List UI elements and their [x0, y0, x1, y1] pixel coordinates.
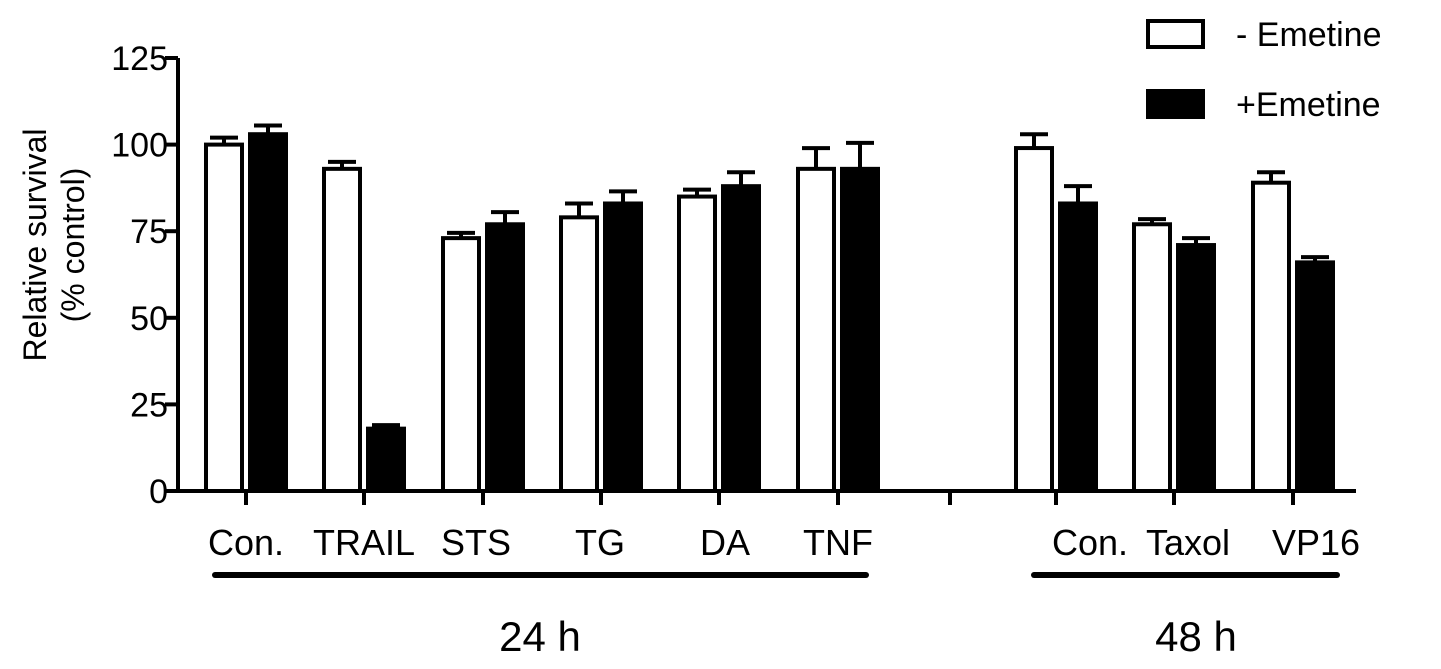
bar-plus-emetine: [840, 166, 880, 494]
y-tick-label: 75: [130, 213, 168, 251]
legend-label: +Emetine: [1236, 86, 1381, 124]
y-axis-label-line2: (% control): [55, 168, 91, 323]
y-tick-label: 100: [111, 127, 168, 165]
bar-minus-emetine: [204, 142, 244, 493]
y-axis-label-line1: Relative survival: [17, 129, 53, 362]
category-label: STS: [441, 522, 511, 563]
bar-plus-emetine: [1058, 201, 1098, 493]
legend-swatch-plus-emetine: [1146, 89, 1205, 119]
category-label: TRAIL: [313, 522, 415, 563]
category-label: TG: [575, 522, 625, 563]
legend-label: - Emetine: [1236, 16, 1382, 54]
bar-plus-emetine: [485, 222, 525, 493]
bar-minus-emetine: [559, 215, 599, 493]
legend: - Emetine +Emetine: [1146, 16, 1382, 124]
category-label: TNF: [803, 522, 873, 563]
bars: [204, 123, 1335, 494]
category-labels: Con. TRAIL STS TG DA TNF Con. Taxol VP16: [208, 522, 1360, 563]
bar-plus-emetine: [721, 184, 761, 493]
y-tick-label: 0: [149, 473, 168, 511]
group-label: 24 h: [499, 613, 581, 660]
legend-swatch-minus-emetine: [1146, 19, 1205, 49]
y-tick-label: 125: [111, 40, 168, 78]
bar-plus-emetine: [366, 426, 406, 494]
bar-minus-emetine: [1251, 180, 1291, 493]
category-label: DA: [700, 522, 750, 563]
bar-minus-emetine: [1132, 222, 1172, 493]
bar-minus-emetine: [322, 166, 362, 494]
group-annotations: 24 h 48 h: [212, 572, 1340, 660]
category-label: VP16: [1272, 522, 1360, 563]
y-axis-label: Relative survival (% control): [17, 129, 91, 362]
group-label: 48 h: [1155, 613, 1237, 660]
bar-plus-emetine: [1295, 260, 1335, 493]
bar-plus-emetine: [1176, 243, 1216, 493]
bar-minus-emetine: [677, 194, 717, 493]
bar-plus-emetine: [248, 132, 288, 493]
y-tick-label: 25: [130, 386, 168, 424]
category-label: Con.: [208, 522, 284, 563]
category-label: Con.: [1052, 522, 1128, 563]
bar-minus-emetine: [796, 166, 836, 494]
bar-plus-emetine: [603, 201, 643, 493]
bar-minus-emetine: [1014, 146, 1054, 493]
y-tick-label: 50: [130, 300, 168, 338]
category-label: Taxol: [1146, 522, 1230, 563]
bar-minus-emetine: [441, 236, 481, 493]
